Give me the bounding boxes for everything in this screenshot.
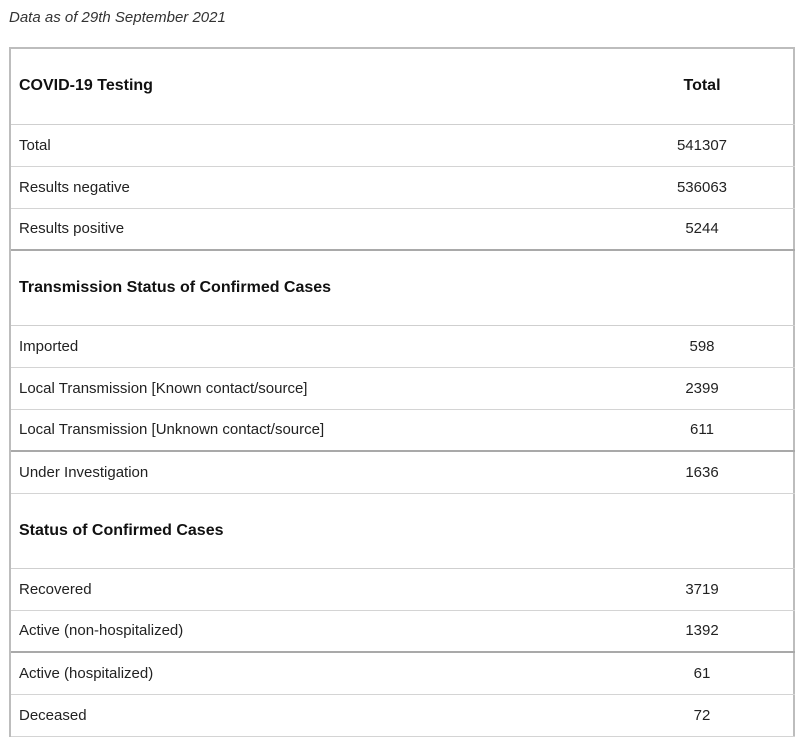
table-header-total: Total (625, 49, 795, 125)
section-title-transmission: Transmission Status of Confirmed Cases (11, 250, 625, 326)
row-value: 598 (625, 325, 795, 368)
covid-testing-table: COVID-19 Testing Total Total 541307 Resu… (9, 47, 795, 737)
table-header-label: COVID-19 Testing (11, 49, 625, 125)
table-row: Recovered 3719 (11, 568, 795, 611)
row-value: 3719 (625, 568, 795, 611)
table-row: Results positive 5244 (11, 208, 795, 251)
table-row: Active (non-hospitalized) 1392 (11, 610, 795, 653)
row-label: Deceased (11, 694, 625, 737)
row-value: 72 (625, 694, 795, 737)
row-label: Under Investigation (11, 451, 625, 494)
row-value: 1392 (625, 610, 795, 653)
section-empty-cell (625, 250, 795, 326)
table-row: Imported 598 (11, 325, 795, 368)
table-row: Active (hospitalized) 61 (11, 652, 795, 695)
row-label: Active (non-hospitalized) (11, 610, 625, 653)
table-row: Results negative 536063 (11, 166, 795, 209)
row-value: 61 (625, 652, 795, 695)
table-row: Under Investigation 1636 (11, 451, 795, 494)
data-date-caption: Data as of 29th September 2021 (9, 9, 226, 26)
row-value: 2399 (625, 367, 795, 410)
table-row: Local Transmission [Unknown contact/sour… (11, 409, 795, 452)
statistics-table: COVID-19 Testing Total Total 541307 Resu… (11, 49, 795, 737)
row-label: Local Transmission [Known contact/source… (11, 367, 625, 410)
table-row: Local Transmission [Known contact/source… (11, 367, 795, 410)
row-value: 1636 (625, 451, 795, 494)
table-header-row: COVID-19 Testing Total (11, 49, 795, 125)
row-label: Results positive (11, 208, 625, 251)
row-label: Local Transmission [Unknown contact/sour… (11, 409, 625, 452)
row-label: Results negative (11, 166, 625, 209)
section-empty-cell (625, 493, 795, 569)
row-label: Recovered (11, 568, 625, 611)
row-label: Active (hospitalized) (11, 652, 625, 695)
table-row: Deceased 72 (11, 694, 795, 737)
section-header-row: Status of Confirmed Cases (11, 493, 795, 569)
row-label: Imported (11, 325, 625, 368)
row-value: 536063 (625, 166, 795, 209)
row-value: 611 (625, 409, 795, 452)
section-title-status: Status of Confirmed Cases (11, 493, 625, 569)
section-header-row: Transmission Status of Confirmed Cases (11, 250, 795, 326)
row-value: 541307 (625, 124, 795, 167)
row-value: 5244 (625, 208, 795, 251)
table-row: Total 541307 (11, 124, 795, 167)
row-label: Total (11, 124, 625, 167)
